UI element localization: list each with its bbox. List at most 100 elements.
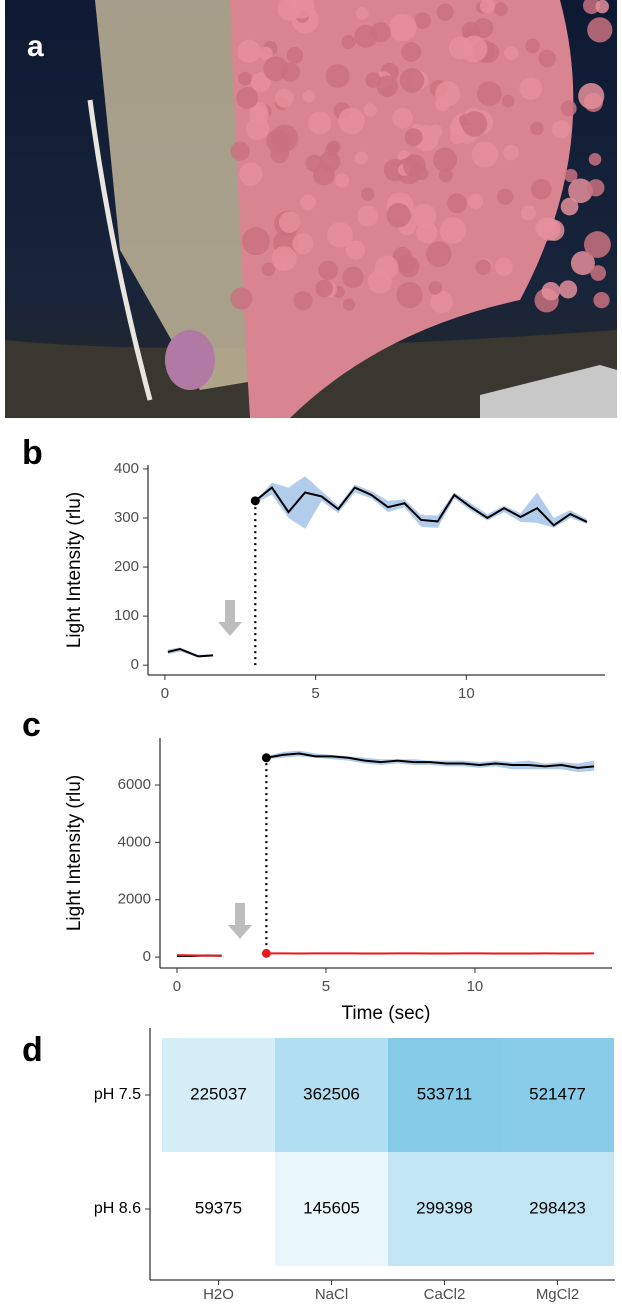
photo: a	[5, 0, 617, 418]
coral-polyp	[279, 211, 300, 232]
coral-polyp	[521, 205, 536, 220]
coral-polyp	[275, 89, 294, 108]
coral-polyp	[325, 143, 338, 156]
coral-polyp	[477, 81, 502, 106]
y-tick-label: 2000	[118, 891, 151, 908]
y-tick-label: 200	[114, 558, 139, 575]
small-coral	[165, 330, 215, 390]
coral-polyp	[561, 198, 579, 216]
coral-polyp	[400, 68, 425, 93]
y-axis-label: Light Intensity (rlu)	[64, 775, 85, 931]
column-label: H2O	[203, 1286, 234, 1303]
coral-polyp	[319, 260, 339, 280]
coral-polyp	[392, 108, 413, 129]
coral-polyp	[542, 282, 560, 300]
cell-label: 59375	[195, 1198, 242, 1217]
y-tick-label: 0	[143, 948, 151, 965]
coral-polyp	[440, 217, 467, 244]
coral-polyp	[461, 36, 488, 63]
panel-label: b	[22, 434, 43, 472]
coral-polyp	[415, 12, 431, 28]
coral-polyp	[447, 193, 467, 213]
coral-polyp	[238, 72, 252, 86]
y-tick-label: 300	[114, 509, 139, 526]
coral-polyp	[272, 246, 297, 271]
coral-polyp	[525, 39, 540, 54]
x-tick-label: 10	[458, 685, 475, 702]
x-tick-label: 10	[467, 978, 484, 995]
coral-polyp	[230, 288, 252, 310]
cell-label: 299398	[416, 1198, 473, 1217]
coral-polyp	[230, 141, 249, 160]
coral-polyp	[354, 25, 377, 48]
injection-arrow	[228, 903, 252, 939]
coral-polyp	[468, 194, 483, 209]
line	[177, 955, 222, 956]
coral-polyp	[405, 128, 423, 146]
column-label: MgCl2	[536, 1286, 579, 1303]
coral-polyp	[363, 103, 376, 116]
coral-polyp	[497, 189, 513, 205]
coral-polyp	[559, 280, 577, 298]
coral-polyp	[397, 255, 416, 274]
coral-polyp	[300, 194, 316, 210]
coral-polyp	[530, 122, 543, 135]
x-tick-label: 0	[161, 685, 169, 702]
coral-polyp	[578, 83, 604, 109]
panel-label: d	[22, 1031, 43, 1069]
coral-polyp	[519, 77, 542, 100]
coral-polyp	[397, 282, 423, 308]
coral-polyp	[494, 2, 508, 16]
y-tick-label: 100	[114, 607, 139, 624]
coral-polyp	[587, 179, 604, 196]
coral-polyp	[287, 47, 303, 63]
coral-polyp	[387, 203, 411, 227]
coral-polyp	[308, 112, 331, 135]
row-label: pH 7.5	[94, 1086, 141, 1103]
coral-polyp	[503, 145, 519, 161]
coral-polyp	[292, 233, 313, 254]
coral-polyp	[589, 153, 602, 166]
coral-polyp	[476, 259, 491, 274]
y-tick-label: 400	[114, 460, 139, 477]
y-axis-label: Light Intensity (rlu)	[64, 492, 85, 648]
cell-label: 225037	[190, 1084, 247, 1103]
coral-polyp	[361, 187, 374, 200]
coral-polyp	[590, 265, 606, 281]
coral-polyp	[429, 281, 442, 294]
coral-polyp	[356, 7, 369, 20]
onset-point	[251, 496, 260, 505]
coral-polyp	[346, 240, 365, 259]
coral-polyp	[262, 263, 275, 276]
coral-polyp	[239, 162, 262, 185]
coral-polyp	[326, 64, 350, 88]
coral-polyp	[303, 90, 315, 102]
y-tick-label: 6000	[118, 776, 151, 793]
coral-polyp	[338, 108, 364, 134]
y-tick-label: 0	[131, 656, 139, 673]
coral-polyp	[462, 111, 487, 136]
onset-point	[262, 949, 271, 958]
coral-polyp	[504, 46, 518, 60]
coral-polyp	[437, 4, 454, 21]
panel-label: a	[27, 30, 44, 63]
coral-polyp	[538, 218, 561, 241]
coral-polyp	[342, 267, 364, 289]
coral-polyp	[435, 81, 460, 106]
coral-polyp	[236, 87, 258, 109]
coral-polyp	[538, 50, 556, 68]
coral-polyp	[403, 154, 426, 177]
cell-label: 521477	[529, 1084, 586, 1103]
coral-polyp	[433, 148, 457, 172]
onset-point	[262, 753, 271, 762]
coral-polyp	[502, 95, 514, 107]
coral-polyp	[416, 222, 437, 243]
coral-polyp	[242, 227, 270, 255]
column-label: NaCl	[315, 1286, 348, 1303]
coral-polyp	[357, 206, 378, 227]
panel-label: c	[22, 706, 41, 744]
coral-polyp	[531, 179, 552, 200]
coral-polyp	[584, 231, 611, 258]
coral-polyp	[293, 291, 312, 310]
